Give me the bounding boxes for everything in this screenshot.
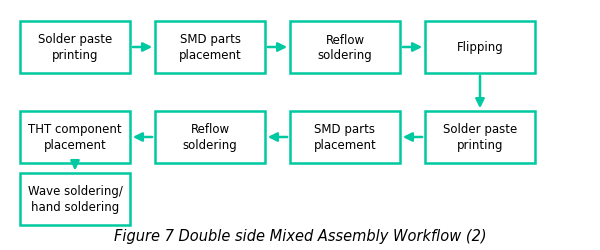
Text: Reflow
soldering: Reflow soldering xyxy=(317,33,373,62)
Text: Figure 7 Double side Mixed Assembly Workflow (2): Figure 7 Double side Mixed Assembly Work… xyxy=(113,228,487,244)
FancyBboxPatch shape xyxy=(425,112,535,163)
Text: Wave soldering/
hand soldering: Wave soldering/ hand soldering xyxy=(28,185,122,214)
FancyBboxPatch shape xyxy=(20,112,130,163)
FancyBboxPatch shape xyxy=(155,22,265,74)
FancyBboxPatch shape xyxy=(20,22,130,74)
FancyBboxPatch shape xyxy=(290,112,400,163)
FancyBboxPatch shape xyxy=(20,173,130,225)
Text: Solder paste
printing: Solder paste printing xyxy=(38,33,112,62)
FancyBboxPatch shape xyxy=(425,22,535,74)
Text: SMD parts
placement: SMD parts placement xyxy=(314,123,376,152)
Text: SMD parts
placement: SMD parts placement xyxy=(179,33,241,62)
FancyBboxPatch shape xyxy=(155,112,265,163)
Text: Flipping: Flipping xyxy=(457,41,503,54)
Text: Reflow
soldering: Reflow soldering xyxy=(182,123,238,152)
Text: THT component
placement: THT component placement xyxy=(28,123,122,152)
FancyBboxPatch shape xyxy=(290,22,400,74)
Text: Solder paste
printing: Solder paste printing xyxy=(443,123,517,152)
